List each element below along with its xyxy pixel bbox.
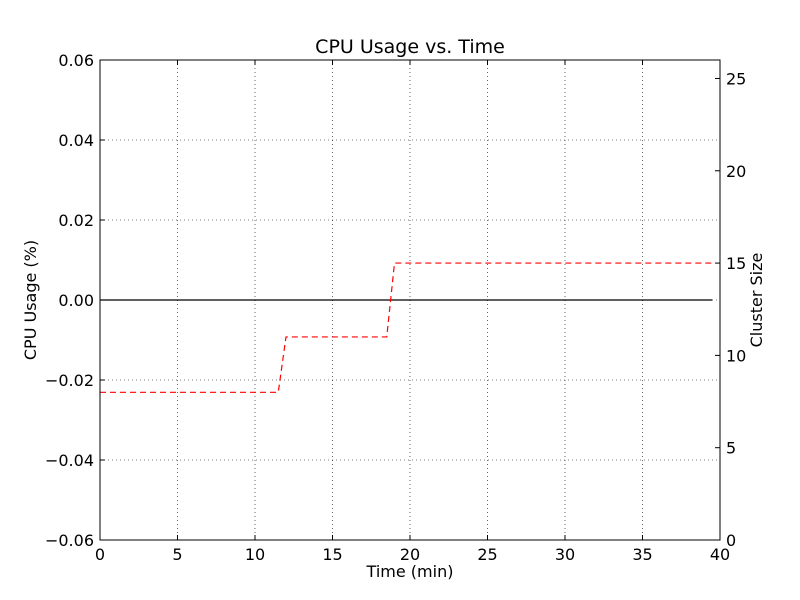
y-tick-label: 0.00 xyxy=(58,291,94,310)
y-tick-label: 0.06 xyxy=(58,51,94,70)
y-tick-label: 0.02 xyxy=(58,211,94,230)
y-tick-label: −0.04 xyxy=(45,451,94,470)
y2-tick-label: 15 xyxy=(726,254,746,273)
x-tick-label: 25 xyxy=(477,545,497,564)
ticks: 0 5 10 15 20 25 30 35 40 −0.06 −0.04 −0.02 0.00 0.02 0… xyxy=(45,51,746,564)
x-tick-label: 5 xyxy=(172,545,182,564)
x-tick-label: 30 xyxy=(555,545,575,564)
chart-title: CPU Usage vs. Time xyxy=(315,36,505,58)
x-tick-label: 35 xyxy=(632,545,652,564)
series-layer xyxy=(100,262,713,393)
y2-tick-label: 25 xyxy=(726,69,746,88)
y-tick-label: −0.02 xyxy=(45,371,94,390)
y-axis-label: CPU Usage (%) xyxy=(21,240,40,360)
x-axis-label: Time (min) xyxy=(366,562,454,581)
x-tick-label: 0 xyxy=(95,545,105,564)
y2-tick-label: 20 xyxy=(726,162,746,181)
y-tick-label: −0.06 xyxy=(45,531,94,550)
cluster-size-line xyxy=(100,262,713,393)
y2-tick-label: 10 xyxy=(726,346,746,365)
x-tick-label: 10 xyxy=(245,545,265,564)
x-tick-label: 20 xyxy=(400,545,420,564)
y2-axis-label: Cluster Size xyxy=(747,253,766,348)
y2-tick-label: 0 xyxy=(726,531,736,550)
x-tick-label: 40 xyxy=(710,545,730,564)
x-tick-label: 15 xyxy=(322,545,342,564)
y2-tick-label: 5 xyxy=(726,439,736,458)
y-tick-label: 0.04 xyxy=(58,131,94,150)
